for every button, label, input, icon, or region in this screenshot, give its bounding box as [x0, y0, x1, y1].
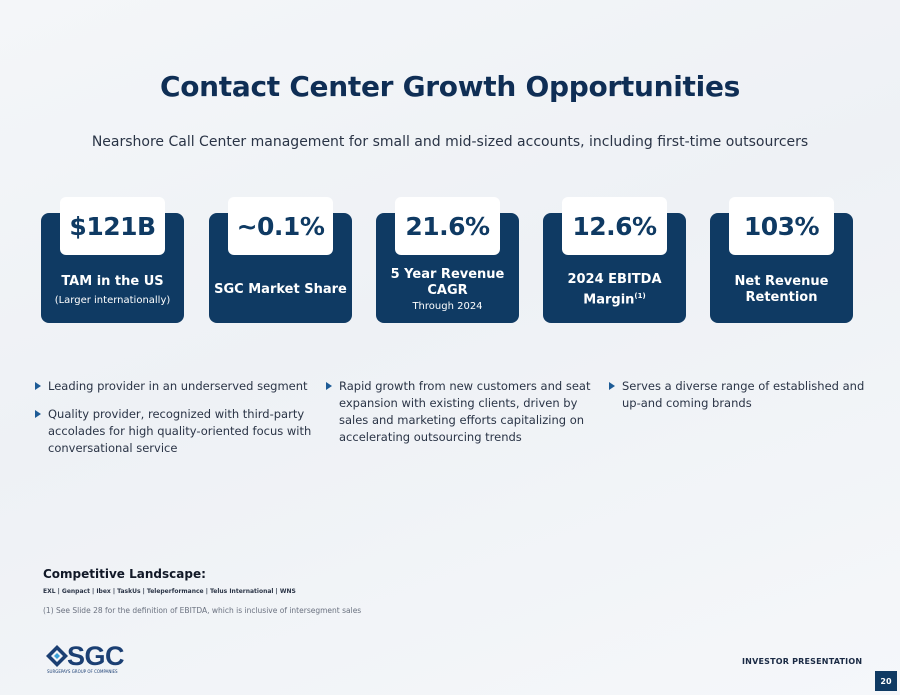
page-number: 20 — [875, 671, 897, 691]
bullet-column-1: Leading provider in an underserved segme… — [35, 378, 320, 468]
bullet-text: Leading provider in an underserved segme… — [48, 379, 308, 393]
footnote: (1) See Slide 28 for the definition of E… — [43, 606, 362, 615]
metric-cards: $121B TAM in the US (Larger internationa… — [41, 197, 861, 327]
metric-label-line1: 2024 EBITDA — [567, 271, 662, 287]
metric-label-line2-wrap: Margin(1) — [583, 288, 645, 308]
metric-card-market-share: ~0.1% SGC Market Share — [209, 197, 352, 323]
footnote-marker: (1) — [634, 291, 646, 300]
metric-description: SGC Market Share — [209, 259, 352, 321]
metric-description: TAM in the US (Larger internationally) — [41, 259, 184, 321]
metric-label-line2: Margin — [583, 292, 635, 308]
bullet-column-3: Serves a diverse range of established an… — [609, 378, 869, 423]
bullet-arrow-icon — [35, 410, 41, 418]
metric-card-tam: $121B TAM in the US (Larger internationa… — [41, 197, 184, 323]
metric-description: 2024 EBITDA Margin(1) — [543, 259, 686, 321]
bullet-text: Quality provider, recognized with third-… — [48, 407, 312, 455]
metric-card-cagr: 21.6% 5 Year Revenue CAGR Through 2024 — [376, 197, 519, 323]
bullet-arrow-icon — [326, 382, 332, 390]
metric-label-line1: 5 Year Revenue — [390, 267, 505, 282]
metric-value: $121B — [60, 197, 165, 255]
metric-value: 12.6% — [562, 197, 667, 255]
page-subtitle: Nearshore Call Center management for sma… — [91, 134, 809, 150]
page-title: Contact Center Growth Opportunities — [159, 70, 741, 103]
metric-value: 103% — [729, 197, 834, 255]
logo-tagline: SURGEPAYS GROUP OF COMPANIES — [47, 669, 118, 674]
metric-sublabel: Through 2024 — [412, 301, 483, 312]
metric-description: Net Revenue Retention — [710, 259, 853, 321]
footer-label: INVESTOR PRESENTATION — [742, 657, 863, 666]
company-logo: SGC SURGEPAYS GROUP OF COMPANIES — [45, 641, 135, 674]
metric-label-line2: CAGR — [427, 283, 468, 298]
bullet-arrow-icon — [609, 382, 615, 390]
bullet-text: Rapid growth from new customers and seat… — [339, 379, 591, 444]
bullet-arrow-icon — [35, 382, 41, 390]
bullet-item: Quality provider, recognized with third-… — [35, 406, 320, 457]
competitive-landscape-title: Competitive Landscape: — [43, 567, 206, 581]
logo-wordmark: SGC — [67, 641, 125, 671]
metric-card-ebitda: 12.6% 2024 EBITDA Margin(1) — [543, 197, 686, 323]
bullet-item: Rapid growth from new customers and seat… — [326, 378, 601, 446]
metric-label: SGC Market Share — [214, 282, 347, 297]
metric-sublabel: (Larger internationally) — [54, 294, 171, 306]
bullet-column-2: Rapid growth from new customers and seat… — [326, 378, 601, 457]
competitor-list: EXL | Genpact | Ibex | TaskUs | Teleperf… — [43, 588, 296, 595]
bullet-item: Leading provider in an underserved segme… — [35, 378, 320, 395]
bullet-item: Serves a diverse range of established an… — [609, 378, 869, 412]
logo-mark-icon — [46, 645, 68, 667]
metric-value: ~0.1% — [228, 197, 333, 255]
metric-value: 21.6% — [395, 197, 500, 255]
metric-label-line1: Net Revenue — [734, 274, 829, 289]
metric-label-line2: Retention — [745, 290, 818, 305]
metric-description: 5 Year Revenue CAGR Through 2024 — [376, 259, 519, 321]
metric-label: TAM in the US — [61, 273, 164, 289]
metric-card-retention: 103% Net Revenue Retention — [710, 197, 853, 323]
bullet-text: Serves a diverse range of established an… — [622, 379, 865, 410]
